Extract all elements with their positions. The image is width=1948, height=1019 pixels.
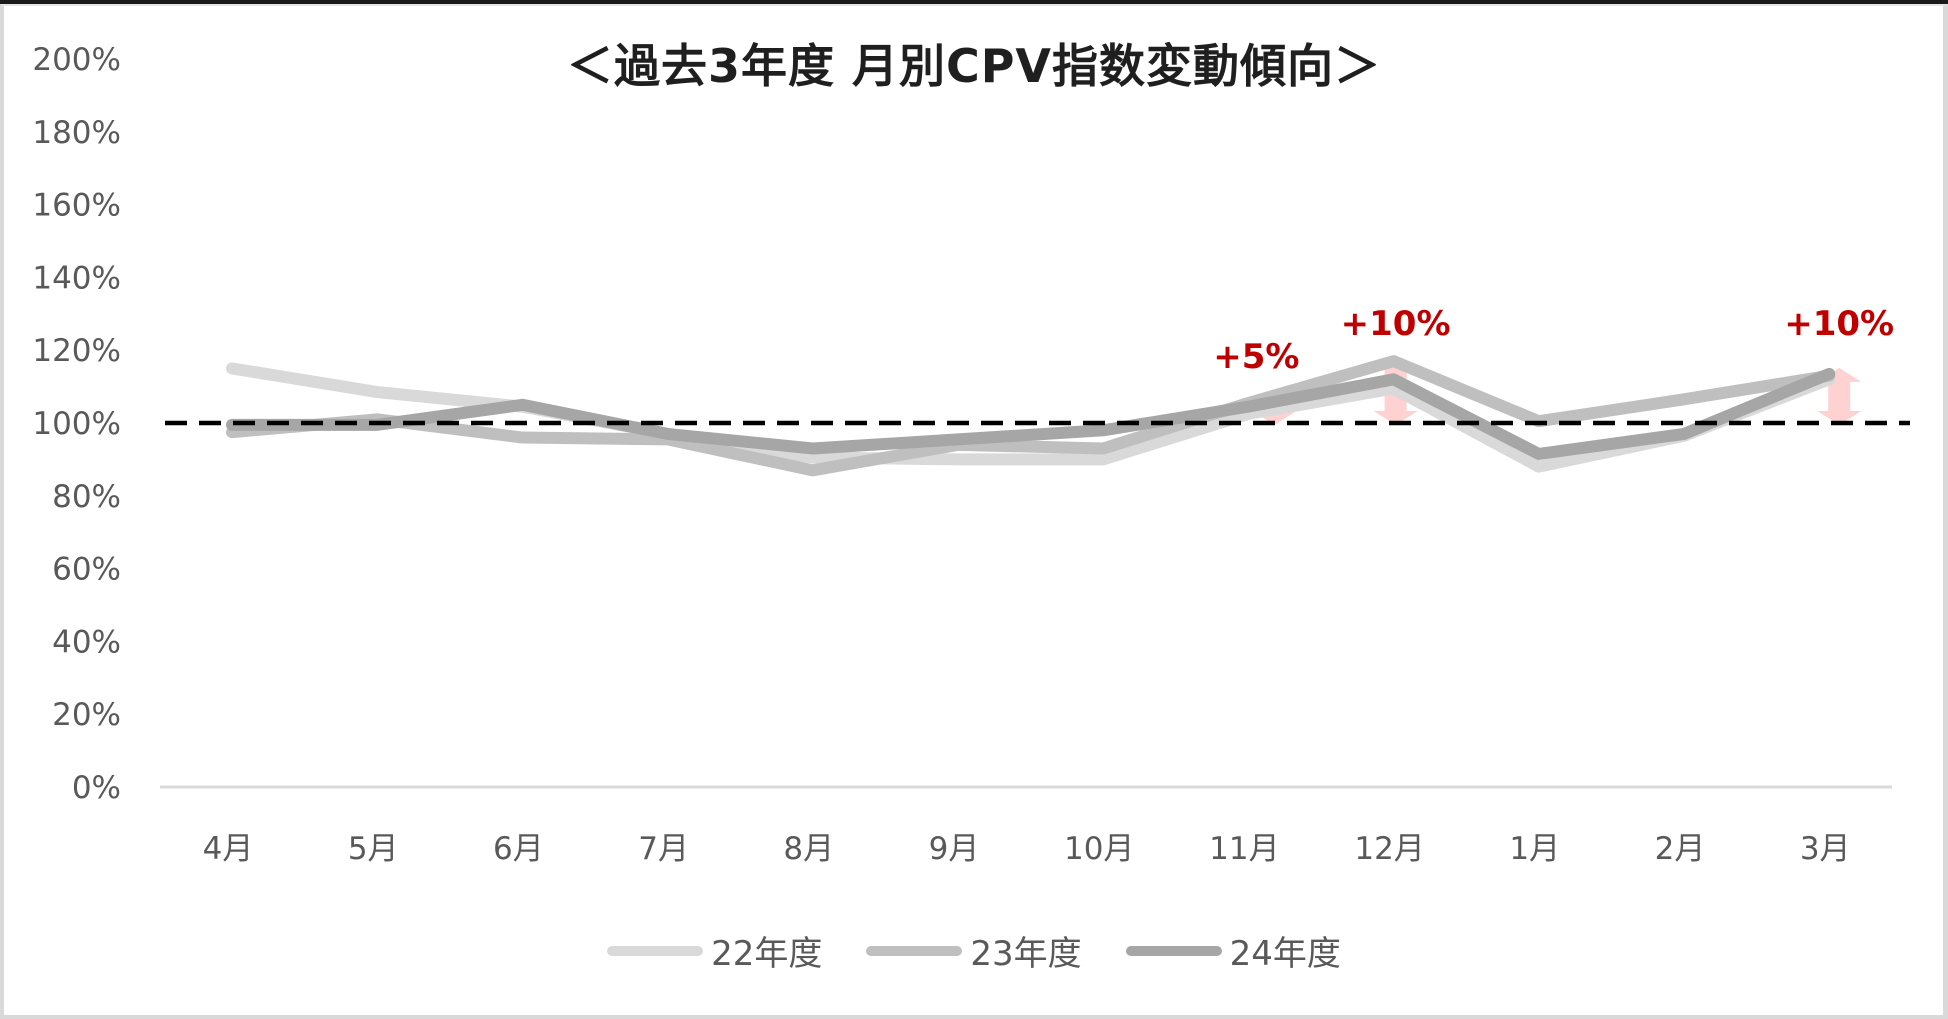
y-tick-label: 60% <box>52 552 121 588</box>
y-tick-label: 0% <box>72 770 121 806</box>
legend-swatch <box>1125 945 1222 956</box>
x-tick-label: 11月 <box>1209 831 1279 867</box>
y-tick-label: 100% <box>32 406 121 442</box>
x-tick-label: 9月 <box>929 831 980 867</box>
legend-label: 22年度 <box>711 934 823 974</box>
y-tick-label: 120% <box>32 333 121 369</box>
top-edge <box>0 0 1948 4</box>
x-tick-label: 8月 <box>783 831 834 867</box>
x-tick-label: 5月 <box>348 831 399 867</box>
y-tick-label: 160% <box>32 188 121 224</box>
series-line-24年度 <box>226 367 1836 460</box>
legend: 22年度 23年度 24年度 <box>0 926 1948 975</box>
annotation-label: +5% <box>1213 337 1299 377</box>
legend-label: 24年度 <box>1229 934 1341 974</box>
y-tick-label: 140% <box>32 260 121 296</box>
legend-swatch <box>607 945 704 956</box>
y-tick-label: 40% <box>52 624 121 660</box>
x-tick-label: 12月 <box>1354 831 1424 867</box>
x-tick-label: 10月 <box>1064 831 1134 867</box>
annotation-label: +10% <box>1341 304 1451 344</box>
x-tick-label: 4月 <box>203 831 254 867</box>
y-tick-label: 180% <box>32 115 121 151</box>
y-tick-label: 20% <box>52 697 121 733</box>
chart-border <box>0 4 1948 1019</box>
y-tick-label: 80% <box>52 479 121 515</box>
x-tick-label: 3月 <box>1800 831 1851 867</box>
x-axis: 4月 5月 6月 7月 8月 9月 10月 11月 12月 1月 2月 3月 <box>203 831 1851 867</box>
x-tick-label: 1月 <box>1509 831 1560 867</box>
annotations: +5% +10% +10% <box>1213 304 1894 377</box>
chart-title: ＜過去3年度 月別CPV指数変動傾向＞ <box>566 39 1382 93</box>
series-line-23年度 <box>226 355 1836 477</box>
x-tick-label: 2月 <box>1655 831 1706 867</box>
legend-swatch <box>866 945 963 956</box>
x-tick-label: 7月 <box>638 831 689 867</box>
legend-label: 23年度 <box>970 934 1082 974</box>
x-tick-label: 6月 <box>493 831 544 867</box>
legend-item: 22年度 <box>607 926 822 975</box>
y-axis: 0% 20% 40% 60% 80% 100% 120% 140% 160% 180% 200% <box>32 42 121 806</box>
annotation-label: +10% <box>1784 304 1894 344</box>
series-lines <box>226 355 1836 477</box>
y-tick-label: 200% <box>32 42 121 78</box>
legend-item: 23年度 <box>866 926 1082 975</box>
legend-item: 24年度 <box>1125 926 1341 975</box>
